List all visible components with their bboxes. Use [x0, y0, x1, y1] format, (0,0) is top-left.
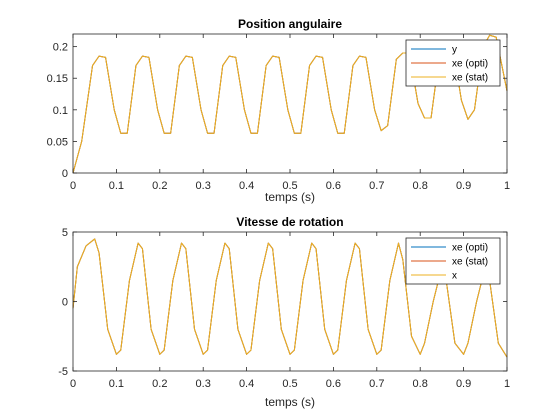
velocity-axes: Vitesse de rotation temps (s) 0 0.1 0.2 0.3… [58, 215, 510, 409]
velocity-legend-entry: xe (stat) [452, 257, 488, 268]
position-x-tick-label: 0.6 [326, 180, 341, 192]
velocity-x-tick-label: 0.8 [413, 378, 428, 390]
velocity-series-line-3 [72, 238, 508, 358]
position-legend-entry: xe (stat) [452, 73, 488, 84]
position-y-tick-label: 0.2 [53, 42, 68, 54]
velocity-x-tick-label: 0.9 [456, 378, 471, 390]
velocity-x-tick-label: 0.3 [196, 378, 211, 390]
position-axes: Position angulaire temps (s) 0 0.1 0.2 0.3 0… [47, 17, 510, 204]
velocity-x-tick-label: 0.5 [282, 378, 297, 390]
velocity-x-tick-label: 0.2 [152, 378, 167, 390]
position-y-tick-label: 0.1 [53, 105, 68, 117]
position-chart-title: Position angulaire [238, 17, 342, 31]
velocity-legend-entry: xe (opti) [452, 243, 488, 254]
velocity-x-tick-label: 0.1 [109, 378, 124, 390]
position-x-tick-label: 0.2 [152, 180, 167, 192]
position-y-tick-label: 0.15 [47, 73, 68, 85]
position-x-tick-label: 1 [504, 180, 510, 192]
position-legend-entry: xe (opti) [452, 59, 488, 70]
velocity-x-axis-label: temps (s) [265, 395, 315, 409]
velocity-legend-entry: x [452, 271, 457, 282]
velocity-chart-title: Vitesse de rotation [236, 215, 343, 229]
position-x-axis-label: temps (s) [265, 190, 315, 204]
velocity-x-tick-label: 0 [70, 378, 76, 390]
position-y-tick-label: 0.05 [47, 136, 68, 148]
position-x-tick-label: 0.1 [109, 180, 124, 192]
position-x-tick-label: 0.9 [456, 180, 471, 192]
position-x-tick-label: 0 [70, 180, 76, 192]
position-x-tick-label: 0.8 [413, 180, 428, 192]
velocity-y-tick-label: 0 [62, 297, 68, 309]
velocity-y-tick-label: 5 [62, 227, 68, 239]
velocity-x-tick-label: 0.7 [369, 378, 384, 390]
velocity-y-tick-label: -5 [58, 366, 68, 378]
velocity-x-tick-label: 0.6 [326, 378, 341, 390]
position-y-tick-label: 0 [62, 168, 68, 180]
position-x-tick-label: 0.4 [239, 180, 254, 192]
velocity-x-tick-label: 1 [504, 378, 510, 390]
velocity-x-tick-label: 0.4 [239, 378, 254, 390]
position-x-tick-label: 0.7 [369, 180, 384, 192]
position-x-tick-label: 0.5 [282, 180, 297, 192]
position-x-tick-label: 0.3 [196, 180, 211, 192]
position-series-line-3 [72, 34, 508, 174]
position-legend-entry: y [452, 45, 457, 56]
